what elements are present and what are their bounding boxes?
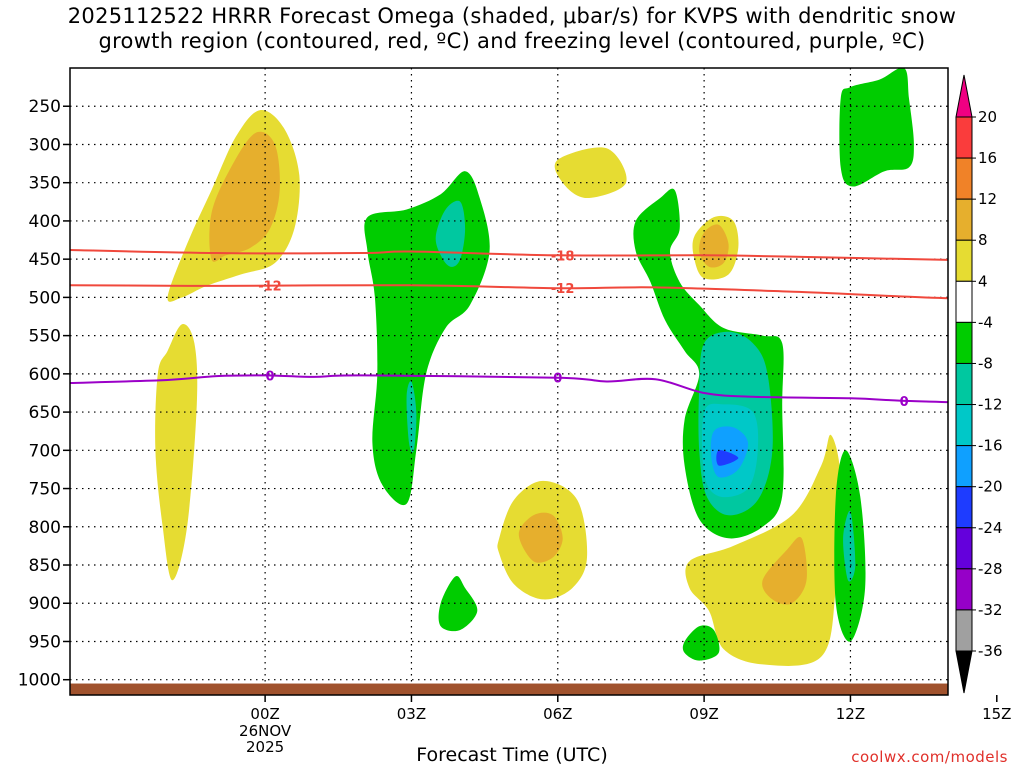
isotherm-label--18-0: -18	[551, 249, 575, 264]
colorbar-label-8: -16	[978, 437, 1003, 455]
isotherm-line-0	[70, 374, 948, 404]
colorbar-label-7: -12	[978, 396, 1003, 414]
plot-frame	[69, 67, 949, 696]
isotherm-line--18	[70, 249, 948, 261]
colorbar-box-1	[955, 157, 973, 200]
y-tick-label-400: 400	[29, 212, 61, 232]
plot-content: -18 -12 -12 0 0 0	[70, 68, 948, 695]
omega-region-1	[209, 131, 280, 262]
y-tick-label-850: 850	[29, 556, 61, 576]
x-tick-sublabel-0: 26NOV	[239, 722, 292, 740]
terrain-band	[70, 683, 948, 695]
colorbar-label-6: -8	[978, 354, 993, 372]
y-tick-label-550: 550	[29, 327, 61, 347]
isotherm-label-0-1: 0	[553, 372, 562, 387]
colorbar-label-11: -28	[978, 560, 1003, 578]
title-line-2: growth region (contoured, red, ºC) and f…	[98, 29, 926, 53]
colorbar-label-5: -4	[978, 313, 993, 331]
colorbar-label-12: -32	[978, 601, 1003, 619]
x-tick-sublabel-1: 2025	[246, 738, 284, 756]
omega-region-5	[699, 224, 729, 268]
y-tick-label-900: 900	[29, 594, 61, 614]
colorbar-label-2: 12	[978, 190, 997, 208]
isotherm-line--12	[70, 284, 948, 300]
colorbar-box-9	[955, 486, 973, 529]
omega-region-8	[685, 434, 841, 666]
axes: 2503003504004505005506006507007508008509…	[18, 67, 1011, 756]
title-line-1: 2025112522 HRRR Forecast Omega (shaded, …	[67, 4, 957, 28]
colorbar-label-13: -36	[978, 642, 1003, 660]
y-tick-label-750: 750	[29, 480, 61, 500]
isotherm-label-0-0: 0	[265, 370, 274, 385]
colorbar-box-11	[955, 568, 973, 611]
omega-region-9	[762, 536, 807, 605]
omega-region-21	[716, 450, 739, 466]
omega-region-3	[554, 147, 627, 198]
y-tick-label-350: 350	[29, 174, 61, 194]
omega-region-22	[682, 625, 720, 661]
colorbar-label-0: 20	[978, 108, 997, 126]
colorbar-box-7	[955, 404, 973, 447]
colorbar-label-4: 4	[978, 272, 988, 290]
x-tick-label-09Z: 09Z	[689, 705, 718, 723]
omega-region-14	[435, 200, 466, 267]
colorbar-label-9: -20	[978, 478, 1003, 496]
colorbar-box-6	[955, 362, 973, 406]
colorbar-bottom-triangle	[955, 650, 973, 694]
y-tick-label-250: 250	[29, 97, 61, 117]
colorbar-box-10	[955, 527, 973, 570]
y-tick-label-600: 600	[29, 365, 61, 385]
colorbar-box-3	[955, 239, 973, 282]
colorbar-box-0	[955, 116, 973, 159]
isotherm-label--12-0: -12	[258, 280, 282, 295]
y-tick-label-450: 450	[29, 250, 61, 270]
omega-region-16	[438, 576, 478, 632]
colorbar-label-3: 8	[978, 231, 988, 249]
y-tick-label-500: 500	[29, 288, 61, 308]
colorbar-box-8	[955, 445, 973, 488]
omega-region-2	[155, 324, 198, 581]
isotherm-label-0-2: 0	[900, 395, 909, 410]
omega-region-7	[518, 512, 563, 563]
omega-region-23	[839, 68, 914, 187]
x-tick-label-12Z: 12Z	[836, 705, 865, 723]
y-tick-label-700: 700	[29, 441, 61, 461]
y-tick-label-300: 300	[29, 135, 61, 155]
x-axis-title: Forecast Time (UTC)	[416, 744, 608, 766]
x-tick-label-00Z: 00Z	[250, 705, 279, 723]
colorbar-label-10: -24	[978, 519, 1003, 537]
colorbar-box-2	[955, 198, 973, 241]
plot-area: -18 -12 -12 0 0 0	[70, 68, 948, 695]
y-tick-label-1000: 1000	[18, 671, 61, 691]
colorbar-top-triangle	[955, 74, 973, 118]
x-tick-label-03Z: 03Z	[397, 705, 426, 723]
colorbar-box-4	[955, 280, 973, 323]
y-tick-label-800: 800	[29, 518, 61, 538]
chart-title: 2025112522 HRRR Forecast Omega (shaded, …	[0, 4, 1024, 54]
y-tick-label-650: 650	[29, 403, 61, 423]
credit-link[interactable]: coolwx.com/models	[851, 748, 1008, 766]
x-tick-label-06Z: 06Z	[543, 705, 572, 723]
y-tick-label-950: 950	[29, 632, 61, 652]
colorbar-box-5	[955, 321, 973, 364]
colorbar: 20 16 12 8 4 -4 -8 -12 -16 -20 -24 -28 -32 -36	[955, 74, 1003, 694]
colorbar-box-12	[955, 609, 973, 652]
x-tick-label-15Z: 15Z	[982, 705, 1011, 723]
isotherm-label--12-1: -12	[551, 282, 575, 297]
colorbar-label-1: 16	[978, 149, 997, 167]
omega-region-25	[843, 510, 856, 582]
